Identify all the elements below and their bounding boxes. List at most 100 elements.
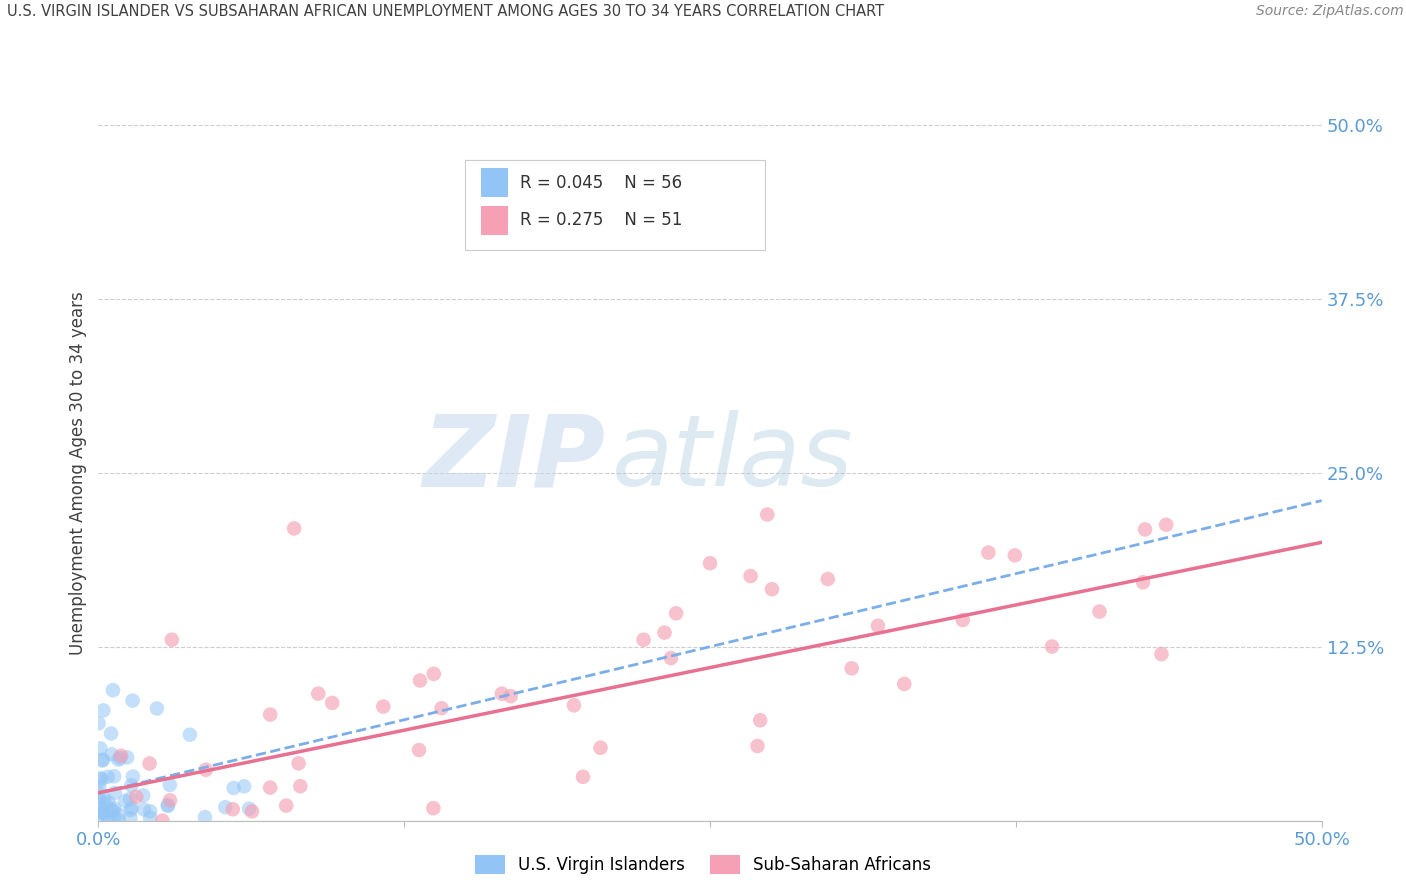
Point: [1088, 605, 1111, 619]
Point: [107, 753, 129, 767]
Point: [110, 751, 132, 765]
Text: Source: ZipAtlas.com: Source: ZipAtlas.com: [1256, 4, 1403, 19]
Point: [159, 793, 181, 807]
Point: [89, 808, 111, 822]
Point: [491, 687, 513, 701]
Point: [160, 632, 183, 647]
Point: [87, 786, 110, 800]
Point: [589, 740, 612, 755]
Point: [287, 756, 309, 771]
Point: [139, 805, 162, 819]
Point: [159, 778, 181, 792]
Point: [156, 798, 179, 813]
Point: [100, 804, 122, 818]
Point: [89, 780, 111, 795]
Point: [89, 800, 111, 814]
Point: [659, 651, 682, 665]
Text: ZIP: ZIP: [423, 410, 606, 508]
Point: [104, 786, 127, 800]
Point: [1132, 575, 1154, 590]
Point: [373, 699, 395, 714]
Point: [110, 748, 132, 763]
Bar: [481, 168, 508, 197]
Point: [94, 807, 117, 822]
FancyBboxPatch shape: [465, 160, 765, 250]
Point: [103, 769, 125, 783]
Point: [125, 789, 148, 804]
Point: [179, 728, 201, 742]
Point: [101, 683, 124, 698]
Point: [233, 780, 256, 794]
Point: [91, 805, 114, 820]
Point: [115, 750, 138, 764]
Point: [114, 794, 136, 808]
Point: [121, 801, 143, 815]
Point: [893, 677, 915, 691]
Point: [121, 693, 143, 707]
Point: [97, 795, 120, 809]
Point: [120, 779, 142, 793]
Text: U.S. VIRGIN ISLANDER VS SUBSAHARAN AFRICAN UNEMPLOYMENT AMONG AGES 30 TO 34 YEAR: U.S. VIRGIN ISLANDER VS SUBSAHARAN AFRIC…: [7, 4, 884, 20]
Point: [100, 726, 122, 740]
Point: [276, 798, 298, 813]
Point: [118, 792, 141, 806]
Bar: [481, 205, 508, 235]
Point: [665, 607, 688, 621]
Point: [91, 753, 114, 767]
Point: [107, 807, 129, 822]
Point: [1150, 647, 1173, 661]
Point: [423, 666, 446, 681]
Point: [89, 741, 111, 756]
Point: [572, 770, 595, 784]
Text: R = 0.275    N = 51: R = 0.275 N = 51: [520, 211, 683, 229]
Point: [156, 798, 179, 813]
Point: [654, 625, 676, 640]
Point: [222, 802, 245, 816]
Point: [562, 698, 585, 713]
Point: [408, 743, 430, 757]
Point: [409, 673, 432, 688]
Text: atlas: atlas: [612, 410, 853, 508]
Point: [89, 805, 111, 820]
Point: [977, 545, 1000, 559]
Point: [1040, 640, 1063, 654]
Point: [259, 707, 281, 722]
Point: [422, 801, 444, 815]
Point: [761, 582, 783, 597]
Point: [633, 632, 655, 647]
Point: [1133, 523, 1156, 537]
Point: [100, 747, 122, 762]
Point: [93, 791, 115, 805]
Point: [87, 792, 110, 806]
Point: [307, 687, 329, 701]
Point: [103, 801, 125, 815]
Point: [747, 739, 769, 753]
Text: R = 0.045    N = 56: R = 0.045 N = 56: [520, 174, 682, 192]
Point: [94, 797, 117, 812]
Point: [841, 661, 863, 675]
Point: [240, 805, 263, 819]
Point: [150, 814, 173, 828]
Point: [756, 508, 779, 522]
Point: [866, 618, 889, 632]
Point: [194, 810, 217, 824]
Point: [290, 779, 312, 793]
Point: [749, 713, 772, 727]
Point: [107, 813, 129, 827]
Point: [259, 780, 281, 795]
Point: [817, 572, 839, 586]
Point: [1154, 517, 1177, 532]
Point: [122, 770, 145, 784]
Point: [430, 701, 453, 715]
Point: [87, 716, 110, 731]
Point: [321, 696, 343, 710]
Point: [132, 802, 155, 816]
Point: [91, 703, 114, 717]
Point: [120, 811, 142, 825]
Point: [952, 613, 974, 627]
Point: [238, 802, 260, 816]
Point: [139, 811, 162, 825]
Point: [283, 521, 305, 535]
Point: [101, 804, 124, 818]
Point: [740, 569, 762, 583]
